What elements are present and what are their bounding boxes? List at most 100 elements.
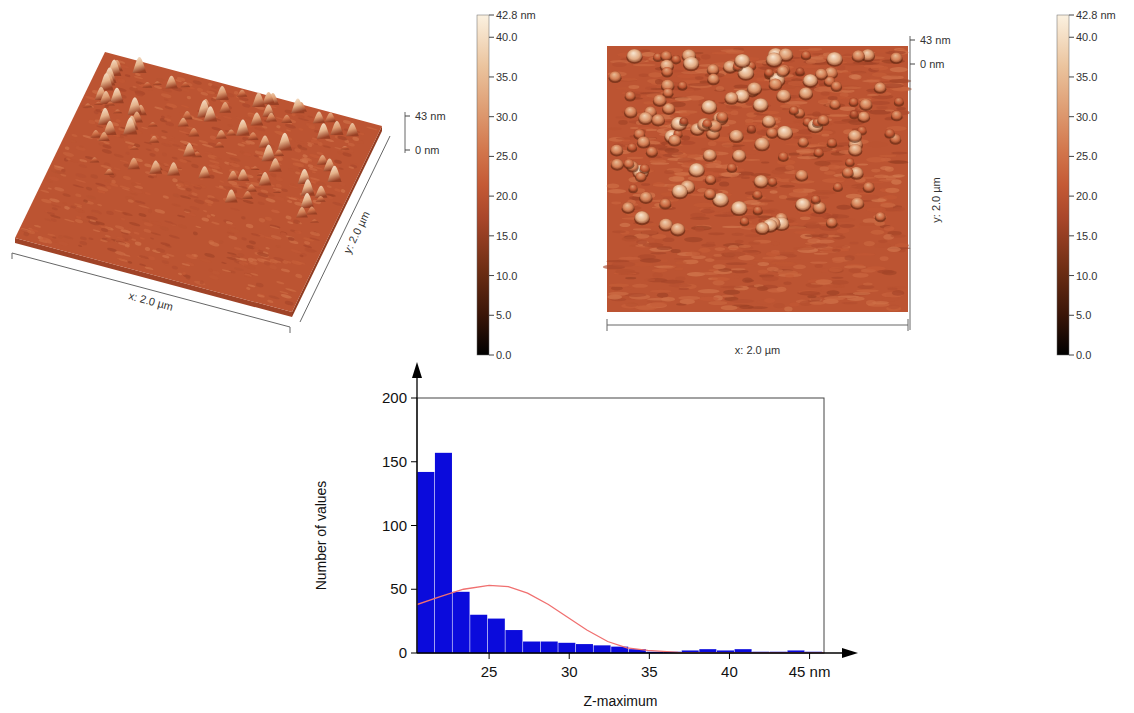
surface-texture [744,159,761,161]
color-bar-label: 42.8 nm [496,9,536,21]
surface-texture [767,267,779,272]
surface-texture [866,207,886,212]
surface-texture [722,226,742,228]
surface-texture [247,284,255,288]
surface-texture [871,230,884,235]
surface-texture [97,203,102,206]
surface-texture [134,76,144,80]
surface-texture [741,265,756,267]
surface-texture [115,240,126,246]
surface-texture [641,230,657,235]
surface-texture [132,85,137,88]
surface-texture [874,243,891,248]
surface-texture [48,176,59,182]
surface-texture [63,235,74,240]
surface-texture [609,284,629,288]
surface-texture [287,221,294,225]
surface-texture [849,268,862,273]
surface-texture [789,192,809,197]
surface-texture [40,189,49,193]
surface-texture [246,287,251,291]
surface-texture [675,97,692,101]
surface-texture [267,299,274,303]
surface-bump [609,71,621,81]
surface-texture [291,260,303,266]
surface-texture [679,110,687,112]
surface-texture [71,134,78,138]
surface-texture [83,199,88,203]
surface-bump [227,171,239,181]
surface-bump [291,98,305,113]
surface-bump [316,196,326,202]
surface-texture [821,91,830,95]
surface-texture [284,300,294,306]
surface-texture [105,234,111,238]
surface-bump [153,82,162,85]
surface-texture [828,164,841,169]
surface-texture [652,234,667,239]
surface-texture [674,268,683,271]
surface-texture [172,178,178,183]
surface-texture [75,145,86,151]
surface-texture [47,233,56,237]
surface-texture [789,303,799,307]
surface-texture [711,277,730,281]
surface-texture [829,267,843,272]
surface-texture [186,95,191,99]
surface-texture [265,197,276,203]
surface-texture [176,76,185,82]
surface-texture [146,148,152,151]
surface-texture [75,179,86,183]
surface-texture [270,226,280,230]
surface-texture [828,96,838,100]
surface-bump [730,130,744,142]
surface-texture [651,252,667,254]
surface-texture [723,290,740,295]
surface-texture [622,237,639,242]
surface-bump [765,69,774,76]
surface-bump [702,100,717,113]
surface-bump [629,184,637,191]
z-axis-line [405,112,406,153]
surface-texture [700,272,720,275]
surface-texture [241,237,247,241]
surface-texture [618,120,627,125]
surface-texture [767,288,784,293]
surface-bump [762,115,775,126]
surface-texture [821,134,829,137]
surface-bump [777,126,792,139]
surface-texture [789,153,800,156]
surface-texture [334,188,341,193]
surface-texture [172,193,180,198]
surface-texture [698,289,720,293]
surface-texture [890,161,908,165]
surface-texture [160,92,171,98]
surface-texture [855,253,875,256]
surface-texture [809,301,825,305]
surface-texture [208,268,213,272]
surface-texture [346,137,354,141]
surface-texture [725,50,744,54]
surface-texture [810,262,828,264]
surface-bump [798,137,808,146]
surface-texture [879,155,896,157]
surface-texture [117,78,125,84]
surface-texture [708,141,717,146]
surface-bump [814,148,823,156]
surface-bump [142,82,152,88]
color-bar-tick [489,37,494,38]
surface-texture [690,217,710,220]
surface-texture [235,257,244,261]
surface-texture [131,182,138,186]
surface-bump [148,122,158,126]
surface-texture [842,63,863,65]
surface-texture [620,223,631,227]
surface-texture [295,171,301,175]
surface-texture [294,139,305,144]
surface-texture [896,107,906,110]
surface-bump [811,195,820,203]
surface-bump [672,55,681,63]
surface-bump [717,112,728,122]
surface-texture [104,179,112,184]
surface-texture [139,255,149,260]
